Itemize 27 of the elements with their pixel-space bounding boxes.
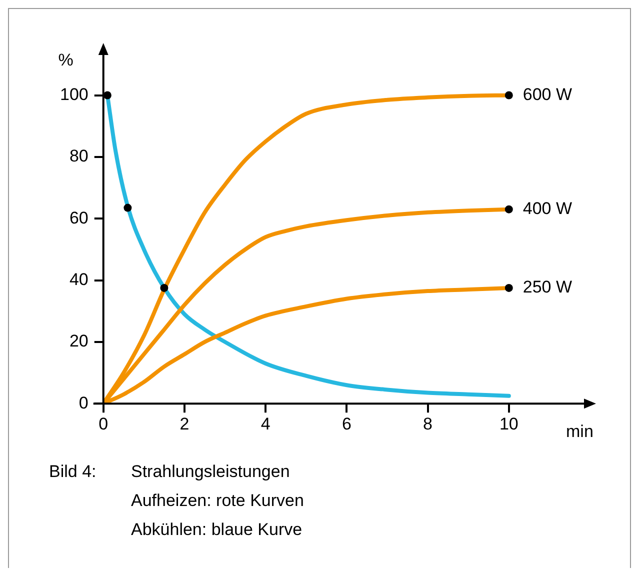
y-tick-label: 80 [69, 146, 88, 166]
series-label: 600 W [522, 84, 572, 104]
text: Aufheizen: rote Kurven [131, 490, 304, 512]
y-tick-label: 20 [69, 332, 88, 351]
y-tick-label: 40 [69, 270, 88, 289]
x-axis-title: min [566, 422, 594, 441]
y-tick-label: 100 [60, 84, 88, 104]
x-tick-label: 4 [260, 414, 270, 434]
x-tick-label: 10 [499, 414, 518, 434]
series-label: 250 W [522, 278, 572, 297]
x-tick-label: 0 [98, 414, 108, 434]
y-tick-label: 60 [69, 208, 88, 228]
series-label: 400 W [522, 199, 572, 218]
point [103, 91, 112, 100]
text: Bild 4: [49, 461, 98, 483]
text: Abkühlen: blaue Kurve [131, 519, 304, 541]
x-tick-label: 2 [180, 414, 190, 434]
point [504, 91, 513, 100]
y-axis-title: % [58, 50, 74, 70]
point [124, 204, 132, 212]
x-tick-label: 6 [342, 414, 352, 434]
text: Strahlungsleistungen [131, 461, 291, 483]
point [160, 284, 168, 292]
y-tick-label: 0 [78, 393, 88, 412]
point [504, 205, 513, 214]
point [504, 284, 513, 292]
x-tick-label: 8 [423, 414, 433, 434]
